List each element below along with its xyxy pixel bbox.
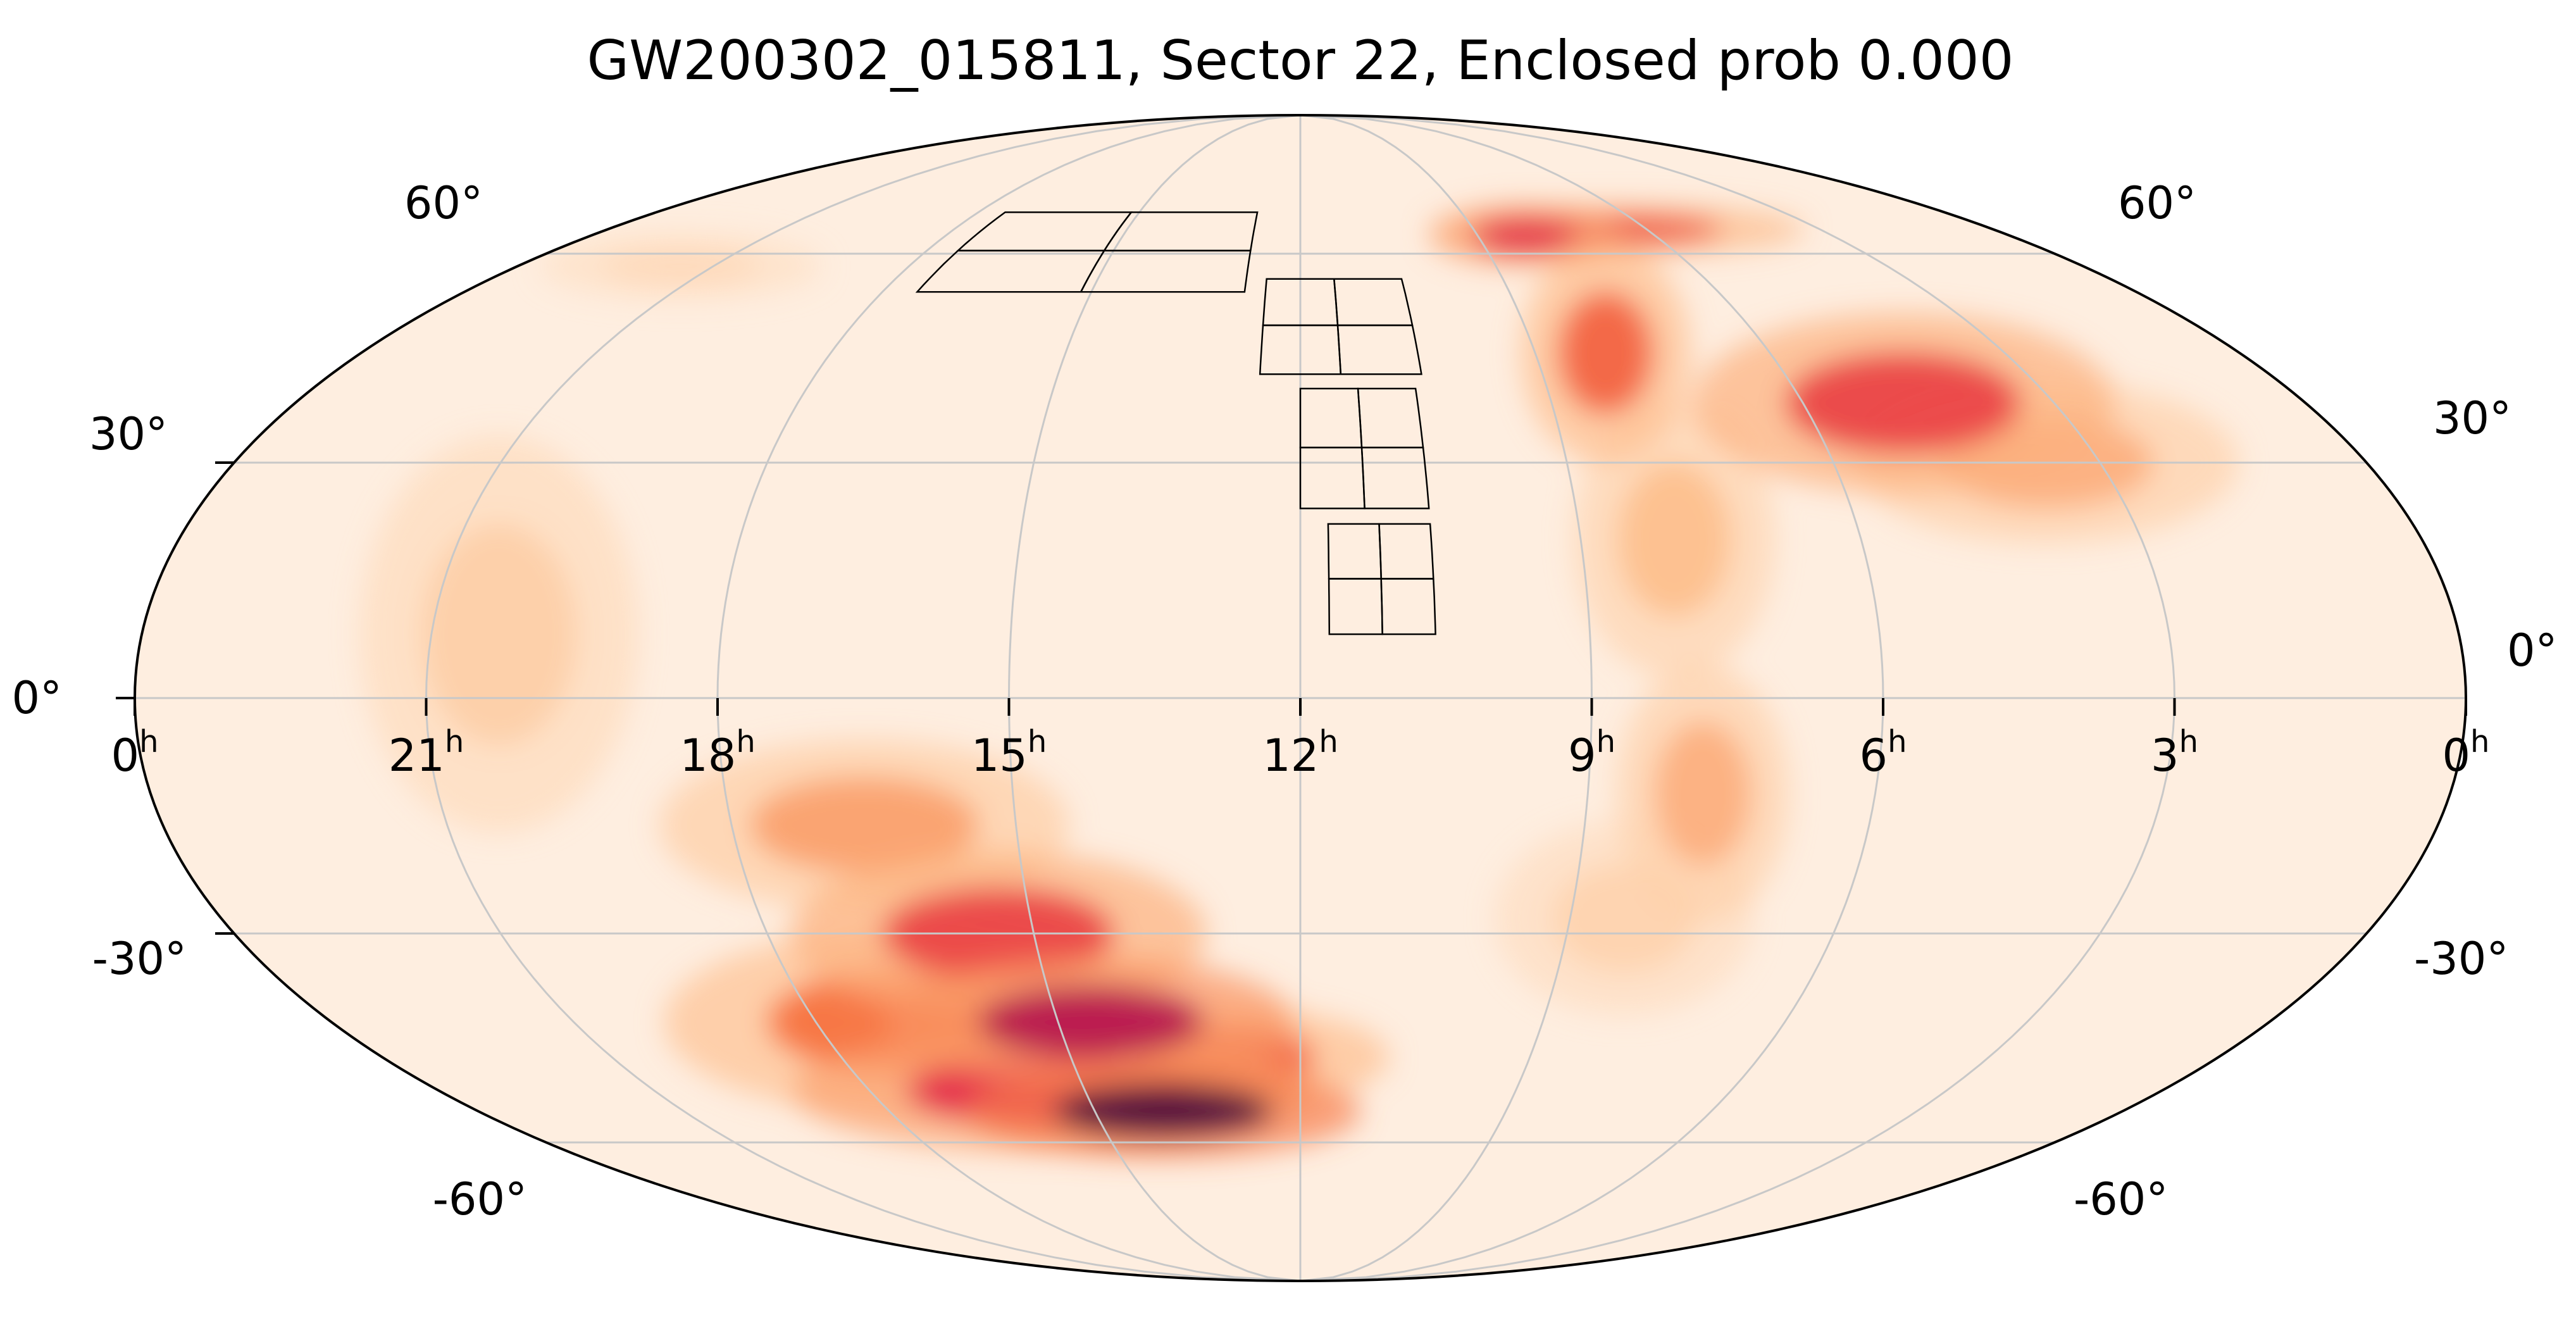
dec-label-left--60: -60° (433, 1173, 527, 1225)
dec-label-right-60: 60° (2118, 177, 2196, 229)
dec-label-left-0: 0° (11, 672, 62, 724)
prob-blob-south-arc-mid (977, 985, 1204, 1058)
ccd-footprint (915, 211, 1436, 635)
prob-blob-mid-east-strip (1655, 721, 1751, 866)
camera-1-ccd-4 (1327, 523, 1382, 580)
dec-label-left-30: 30° (89, 408, 168, 460)
dec-label-left-60: 60° (404, 177, 483, 229)
prob-blob-south-arc-top (750, 778, 978, 873)
prob-blob-north-rim-faint (602, 247, 759, 285)
dec-labels: 60° 60° 30° 30° 0° 0° -30° -30° -60° -60° (11, 177, 2557, 1225)
dec-label-right--30: -30° (2414, 933, 2508, 985)
prob-blob-north-arc-corner (1471, 218, 1578, 253)
ra-tick-label-1: 21h (389, 724, 464, 782)
camera-3-ccd-4 (1262, 278, 1339, 327)
prob-blob-south-arc-hotspot (1053, 1084, 1273, 1137)
ra-tick-label-0: 0h (111, 724, 159, 782)
chart-title: GW200302_015811, Sector 22, Enclosed pro… (587, 29, 2014, 92)
dec-label-right-30: 30° (2433, 392, 2511, 444)
camera-2-ccd-4 (1299, 387, 1363, 449)
ra-tick-label-6: 6h (1860, 724, 1907, 782)
prob-blob-north-east-lobe (1786, 353, 2021, 454)
ra-tick-label-4: 12h (1262, 724, 1338, 782)
ra-ticks: 0h 21h 18h 15h 12h 9h 6h 3h 0h (111, 698, 2490, 782)
ra-tick-label-3: 15h (971, 724, 1047, 782)
ra-tick-label-5: 9h (1568, 724, 1615, 782)
dec-label-right--60: -60° (2074, 1173, 2168, 1225)
ra-tick-label-7: 3h (2151, 724, 2198, 782)
prob-blob-west-faint-band (421, 523, 576, 745)
probability-heatmap (359, 203, 2239, 1159)
dec-label-right-0: 0° (2507, 625, 2558, 677)
prob-blob-north-arc-lower (1618, 462, 1731, 617)
camera-4-ccd-4 (955, 211, 1133, 252)
ra-tick-label-8: 0h (2442, 724, 2490, 782)
dec-label-left--30: -30° (92, 933, 187, 985)
ra-tick-label-2: 18h (680, 724, 756, 782)
prob-blob-north-arc-descent (1559, 292, 1653, 415)
